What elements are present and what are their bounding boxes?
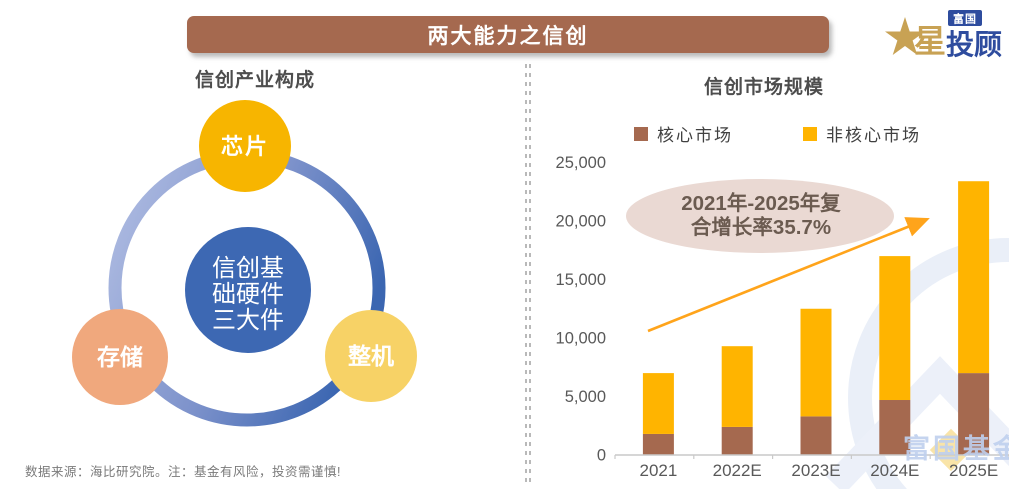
industry-diagram: 芯片 信创基 础硬件 三大件 存储 整机 xyxy=(72,100,417,427)
chart-legend: 核心市场 非核心市场 xyxy=(634,121,921,146)
watermark-chevron xyxy=(825,356,1009,489)
bar-2024E-noncore xyxy=(879,256,911,401)
logo-brand-text: 投顾 xyxy=(946,29,1002,61)
node-storage-label: 存储 xyxy=(97,344,143,370)
node-chip-label: 芯片 xyxy=(221,134,269,159)
bar-2022E-noncore xyxy=(721,346,753,427)
legend-item-noncore: 非核心市场 xyxy=(803,121,921,146)
node-machine-circle xyxy=(325,310,417,402)
market-bar-chart: 2021 2022E 2023E 2024E 2025E 0 5,000 10,000 15,0… xyxy=(556,154,1009,489)
center-circle-line3: 三大件 xyxy=(212,307,284,334)
y-tick-label: 5,000 xyxy=(565,388,606,406)
axis-labels-group: 2021 2022E 2023E 2024E 2025E 0 5,000 10,000 15,0… xyxy=(556,154,999,480)
bar-2023E-core xyxy=(800,416,832,455)
center-circle xyxy=(185,227,311,353)
cagr-text-line1: 2021年-2025年复 xyxy=(681,191,841,215)
bars-group xyxy=(642,181,990,455)
x-tick-label: 2024E xyxy=(870,461,919,480)
star-icon xyxy=(885,17,925,55)
node-chip-circle xyxy=(199,100,291,192)
x-tick-label: 2025E xyxy=(949,461,998,480)
y-tick-label: 10,000 xyxy=(556,330,606,348)
legend-label-core: 核心市场 xyxy=(657,126,733,145)
bar-2021-core xyxy=(642,433,674,455)
axis-group xyxy=(614,454,1009,459)
bar-2023E-noncore xyxy=(800,308,832,417)
legend-swatch-core xyxy=(634,126,648,141)
x-tick-label: 2023E xyxy=(791,461,840,480)
legend-item-core: 核心市场 xyxy=(634,121,733,146)
section-divider-line-1 xyxy=(525,64,527,482)
x-tick-label: 2021 xyxy=(639,461,677,480)
bar-2021-noncore xyxy=(642,373,674,434)
cagr-bubble xyxy=(626,179,894,253)
title-banner: 两大能力之信创 xyxy=(187,16,829,53)
brand-logo: 星 富国 投顾 xyxy=(885,10,1002,61)
chart-title: 信创市场规模 xyxy=(703,77,824,98)
trend-arrow xyxy=(647,217,930,333)
node-machine-label: 整机 xyxy=(348,343,394,369)
bar-2025E-noncore xyxy=(958,181,990,374)
source-disclaimer: 数据来源：海比研究院。注：基金有风险，投资需谨慎! xyxy=(25,465,341,479)
cagr-text-line2: 合增长率35.7% xyxy=(691,215,831,239)
bar-2022E-core xyxy=(721,426,753,455)
center-circle-line2: 础硬件 xyxy=(212,281,284,308)
y-tick-label: 20,000 xyxy=(556,213,606,231)
left-section-heading: 信创产业构成 xyxy=(194,70,315,91)
y-tick-label: 25,000 xyxy=(556,154,606,172)
logo-badge xyxy=(948,10,982,26)
y-tick-label: 15,000 xyxy=(556,271,606,289)
center-circle-line1: 信创基 xyxy=(212,255,284,282)
page-title: 两大能力之信创 xyxy=(427,24,589,48)
bar-2024E-core xyxy=(879,400,911,455)
logo-badge-text: 富国 xyxy=(953,12,977,26)
bar-2025E-core xyxy=(958,373,990,455)
node-storage-circle xyxy=(72,309,168,405)
legend-swatch-noncore xyxy=(803,126,817,141)
x-tick-label: 2022E xyxy=(713,461,762,480)
watermark-circle xyxy=(848,238,1009,489)
watermark-text: 富国基金 xyxy=(903,433,1009,464)
legend-label-noncore: 非核心市场 xyxy=(826,126,921,145)
section-divider-line-2 xyxy=(529,64,531,482)
logo-star-char: 星 xyxy=(914,23,946,59)
y-tick-label: 0 xyxy=(597,447,606,465)
